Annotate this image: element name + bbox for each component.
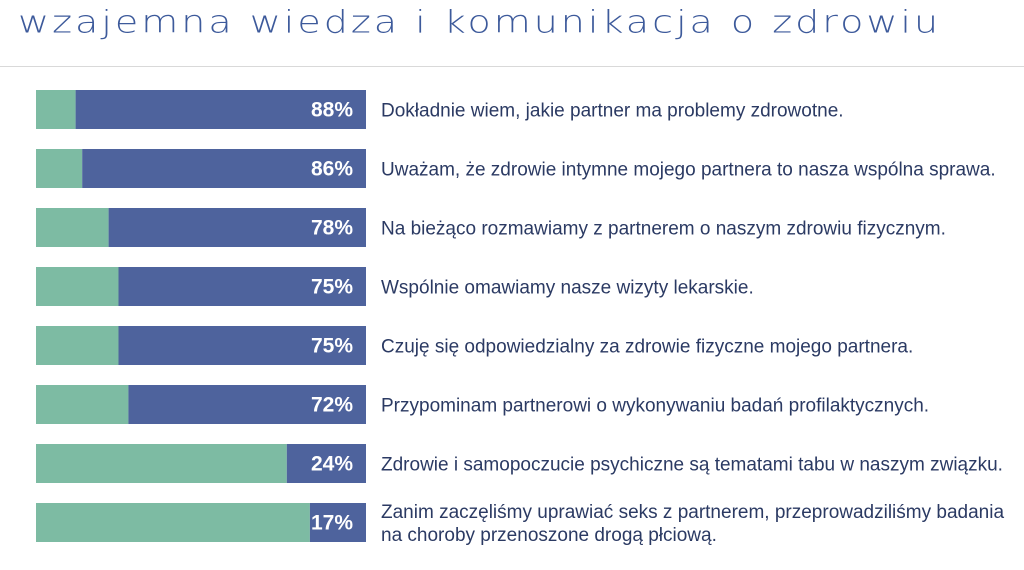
category-label: Czuję się odpowiedzialny za zdrowie fizy… [381, 337, 913, 358]
bar-value [309, 503, 366, 542]
bar-value [118, 267, 366, 306]
bar-remainder [36, 149, 83, 188]
value-label: 72% [311, 394, 353, 417]
bar-value [128, 385, 366, 424]
bar-remainder [36, 267, 119, 306]
bar-row: 86% Uważam, że zdrowie intymne mojego par… [36, 149, 996, 188]
value-label: 75% [311, 276, 353, 299]
bar-value [286, 444, 366, 483]
bar-remainder [36, 90, 76, 129]
bar-row: 72% Przypominam partnerowi o wykonywaniu … [36, 385, 929, 424]
bar-row: 75% Czuję się odpowiedzialny za zdrowie f… [36, 326, 913, 365]
bar-row: 75% Wspólnie omawiamy nasze wizyty lekars… [36, 267, 754, 306]
bar-row: 24% Zdrowie i samopoczucie psychiczne są … [36, 444, 1003, 483]
bar-value [75, 90, 366, 129]
category-label: Przypominam partnerowi o wykonywaniu bad… [381, 396, 929, 417]
category-label: Dokładnie wiem, jakie partner ma problem… [381, 101, 844, 122]
value-label: 17% [311, 512, 353, 535]
category-label: Uważam, że zdrowie intymne mojego partne… [381, 160, 996, 181]
bar-remainder [36, 444, 287, 483]
value-label: 78% [311, 217, 353, 240]
bar-value [118, 326, 366, 365]
bar-remainder [36, 503, 310, 542]
category-label: Zanim zaczęliśmy uprawiać seks z partner… [381, 502, 1004, 523]
bar-value [82, 149, 366, 188]
value-label: 75% [311, 335, 353, 358]
category-label: Zdrowie i samopoczucie psychiczne są tem… [381, 455, 1003, 476]
value-label: 24% [311, 453, 353, 476]
bar-remainder [36, 208, 109, 247]
page-title: wzajemna wiedza i komunikacja o zdrowiu [18, 4, 942, 41]
category-label: Na bieżąco rozmawiamy z partnerem o nasz… [381, 219, 946, 240]
value-label: 88% [311, 99, 353, 122]
bar-value [108, 208, 366, 247]
title-divider [0, 66, 1024, 67]
bar-remainder [36, 385, 129, 424]
bar-remainder [36, 326, 119, 365]
bar-row: 88% Dokładnie wiem, jakie partner ma prob… [36, 90, 844, 129]
bar-row: 17% Zanim zaczęliśmy uprawiać seks z part… [36, 502, 1004, 546]
category-label: Wspólnie omawiamy nasze wizyty lekarskie… [381, 278, 754, 299]
category-label: na choroby przenoszone drogą płciową. [381, 525, 717, 546]
bar-row: 78% Na bieżąco rozmawiamy z partnerem o n… [36, 208, 946, 247]
value-label: 86% [311, 158, 353, 181]
